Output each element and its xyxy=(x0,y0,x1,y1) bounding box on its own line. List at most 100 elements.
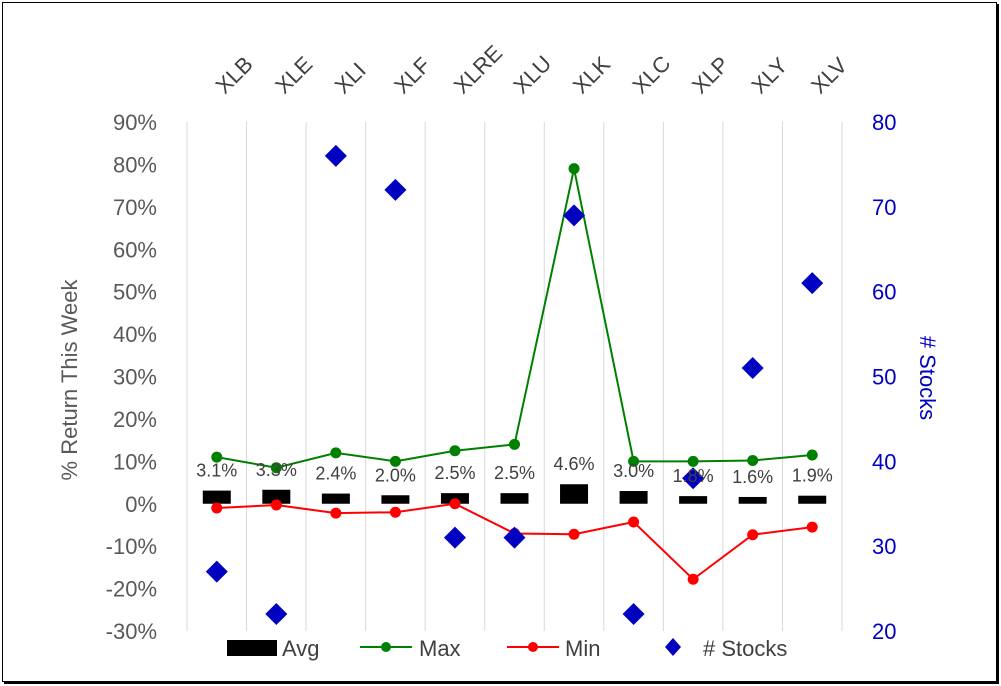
stocks-marker xyxy=(503,526,526,549)
y-tick-label: 20% xyxy=(113,407,157,432)
stocks-marker xyxy=(682,467,705,490)
legend-max-swatch-marker xyxy=(381,642,391,652)
y-tick-label: -20% xyxy=(106,577,157,602)
avg-bar xyxy=(679,496,708,504)
y-right-tick-label: 70 xyxy=(872,195,896,220)
category-label: XLE xyxy=(270,51,317,98)
gridlines xyxy=(186,122,843,631)
avg-data-label: 1.8% xyxy=(673,466,714,486)
category-label: XLY xyxy=(747,52,793,98)
legend-avg-swatch xyxy=(227,640,277,656)
category-label: XLF xyxy=(389,52,435,98)
legend-avg-label: Avg xyxy=(282,636,320,661)
category-label: XLI xyxy=(330,58,371,99)
avg-bar xyxy=(262,489,291,504)
y-right-tick-label: 60 xyxy=(872,280,896,305)
legend-stocks-swatch xyxy=(665,638,681,656)
avg-data-label: 2.5% xyxy=(494,463,535,483)
min-marker xyxy=(568,528,580,540)
category-label: XLK xyxy=(568,51,615,98)
y-axis-title: % Return This Week xyxy=(57,279,82,481)
avg-data-label: 2.4% xyxy=(315,464,356,484)
legend-min-swatch-marker xyxy=(528,642,538,652)
category-label: XLB xyxy=(211,51,258,98)
category-label: XLP xyxy=(687,51,734,98)
y-right-tick-label: 50 xyxy=(872,365,896,390)
avg-data-label: 2.5% xyxy=(434,463,475,483)
legend-min-label: Min xyxy=(565,636,600,661)
avg-bars xyxy=(202,484,827,504)
legend-max-label: Max xyxy=(419,636,461,661)
avg-bar xyxy=(500,493,529,504)
data-labels: 3.1% 3.3% 2.4% 2.0% 2.5% 2.5% 4.6% 3.0% 1.8% 1.6%… xyxy=(196,454,832,487)
max-marker xyxy=(509,438,520,450)
y-right-tick-label: 30 xyxy=(872,534,896,559)
y-right-tick-label: 80 xyxy=(872,110,896,135)
y-tick-label: 50% xyxy=(113,280,157,305)
min-marker xyxy=(389,506,401,518)
min-marker xyxy=(330,507,342,519)
max-marker xyxy=(687,455,699,467)
y-tick-label: 30% xyxy=(113,365,157,390)
stocks-marker xyxy=(324,144,347,167)
max-marker xyxy=(568,163,580,175)
right-axis-ticks: 80 70 60 50 40 30 20 xyxy=(872,110,896,644)
min-marker xyxy=(687,573,699,585)
category-label: XLV xyxy=(806,52,852,98)
y-tick-label: 80% xyxy=(113,152,157,177)
avg-data-label: 1.9% xyxy=(792,466,833,486)
y-right-tick-label: 20 xyxy=(872,619,896,644)
stocks-marker xyxy=(563,204,586,227)
max-marker xyxy=(270,462,282,474)
avg-bar xyxy=(560,484,589,504)
category-label: XLC xyxy=(627,51,675,99)
max-marker xyxy=(628,455,640,467)
series-markers xyxy=(205,144,824,626)
avg-data-label: 3.3% xyxy=(256,460,297,480)
min-marker xyxy=(211,502,223,514)
avg-data-label: 3.0% xyxy=(613,461,654,481)
stocks-marker xyxy=(205,560,228,583)
stocks-marker xyxy=(265,603,288,626)
avg-data-label: 2.0% xyxy=(375,465,416,485)
avg-bar xyxy=(619,491,648,504)
legend: Avg Max Min # Stocks xyxy=(227,636,787,661)
left-axis-ticks: 90% 80% 70% 60% 50% 40% 30% 20% 10% 0% -10% -20% -30… xyxy=(106,110,157,644)
category-labels: XLB XLE XLI XLF XLRE XLU XLK XLC XLP XLY XLV xyxy=(211,40,853,98)
min-marker xyxy=(628,516,640,528)
max-marker xyxy=(389,455,401,467)
avg-bar xyxy=(738,496,767,504)
stocks-marker xyxy=(801,272,824,295)
max-marker xyxy=(747,454,759,466)
y-tick-label: 90% xyxy=(113,110,157,135)
stocks-marker xyxy=(443,526,466,549)
y-axis-right-title: # Stocks xyxy=(915,336,940,420)
avg-bar xyxy=(798,495,827,504)
avg-bar xyxy=(381,495,410,504)
avg-bar xyxy=(202,490,231,504)
min-marker xyxy=(806,521,818,533)
max-marker xyxy=(449,445,461,457)
category-label: XLU xyxy=(508,51,556,99)
y-tick-label: 70% xyxy=(113,195,157,220)
avg-data-label: 3.1% xyxy=(196,461,237,481)
avg-bar xyxy=(321,493,350,504)
max-marker xyxy=(211,451,223,463)
y-tick-label: -30% xyxy=(106,619,157,644)
min-marker xyxy=(270,499,282,511)
max-marker xyxy=(806,449,818,461)
stocks-marker xyxy=(384,178,407,201)
avg-data-label: 4.6% xyxy=(554,454,595,474)
category-label: XLRE xyxy=(449,40,507,98)
y-tick-label: 10% xyxy=(113,449,157,474)
legend-stocks-label: # Stocks xyxy=(703,636,787,661)
y-tick-label: 40% xyxy=(113,322,157,347)
y-tick-label: 0% xyxy=(125,492,157,517)
min-marker xyxy=(449,498,461,510)
avg-data-label: 1.6% xyxy=(732,467,773,487)
y-tick-label: 60% xyxy=(113,237,157,262)
stocks-marker xyxy=(622,603,645,626)
y-tick-label: -10% xyxy=(106,534,157,559)
